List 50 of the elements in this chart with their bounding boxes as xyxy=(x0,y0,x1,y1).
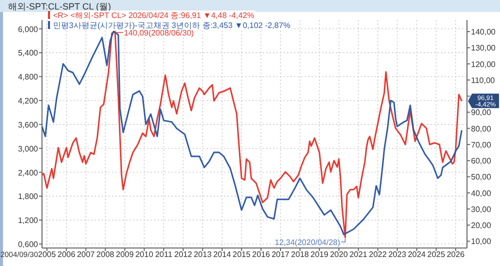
x-tick-label: 2023 xyxy=(388,250,407,259)
x-tick-label: 2006 xyxy=(58,250,76,259)
y-tick-label: 4,800 xyxy=(18,72,39,82)
y-tick-label: 1,200 xyxy=(18,216,39,226)
x-tick-label: 2024 xyxy=(408,250,426,259)
x-tick-label: 2018 xyxy=(291,250,310,259)
x-tick-label: 2025 xyxy=(427,250,446,259)
y2-tick-label: 110,00 xyxy=(471,76,496,85)
y-tick-label: 4,200 xyxy=(18,96,39,106)
y2-tick-label: 20,00 xyxy=(471,221,492,230)
x-tick-label: 2008 xyxy=(96,250,115,259)
y2-tick-label: 140,00 xyxy=(471,28,496,37)
y2-tick-label: 10,00 xyxy=(471,237,492,246)
x-tick-label: 2021 xyxy=(349,250,368,259)
y2-tick-label: 60,00 xyxy=(471,156,492,166)
x-tick-label: 2013 xyxy=(194,250,212,259)
x-tick-label: 2019 xyxy=(310,250,329,259)
x-tick-label: 2026 xyxy=(446,250,466,259)
y2-tick-label: 40,00 xyxy=(471,188,492,198)
x-tick-label: 2005 xyxy=(38,250,56,259)
y-tick-label: 5,400 xyxy=(18,48,39,58)
legend-label: <R> <해외-SPT CL> 2026/04/24 종:96,91 ▼4,48 -4,42% xyxy=(53,11,254,20)
x-tick-label: 2014 xyxy=(213,250,232,259)
x-tick-label: 2017 xyxy=(272,250,290,259)
x-tick-label: 2016 xyxy=(252,250,270,259)
y2-tick-label: 70,00 xyxy=(471,140,492,150)
x-tick-label: 2015 xyxy=(232,250,252,259)
y2-tick-label: 120,00 xyxy=(471,60,496,69)
y2-tick-label: 130,00 xyxy=(471,44,496,53)
annotation: 140,09(2008/06/30) xyxy=(124,28,194,38)
x-tick-label: 2012 xyxy=(174,250,193,259)
x-tick-label: 2011 xyxy=(155,250,173,259)
annotation: 12,34(2020/04/28) xyxy=(274,238,341,247)
x-tick-label: 2009 xyxy=(116,250,134,259)
y2-tick-label: 80,00 xyxy=(471,124,492,134)
x-tick-label: 2020 xyxy=(330,250,348,259)
x-tick-label: 2010 xyxy=(135,250,154,259)
legend-label: 민평3사평균(시가평가)-국고채권 3년이하 종:3,453 ▼0,102 -2,87% xyxy=(53,21,290,30)
x-tick-label: 2022 xyxy=(368,250,388,259)
y-tick-label: 3,000 xyxy=(18,144,39,154)
y-tick-label: 1,800 xyxy=(18,192,39,202)
y-tick-label: 6,000 xyxy=(18,24,39,34)
y-tick-label: 0,600 xyxy=(18,240,39,250)
y-tick-label: 3,600 xyxy=(18,120,39,130)
y2-tick-label: 30,00 xyxy=(471,204,492,214)
x-tick-label: 2007 xyxy=(76,250,96,259)
y2-tick-label: 90,00 xyxy=(471,108,492,118)
y2-tick-label: 50,00 xyxy=(471,172,492,182)
chart-title: 해외-SPT:CL-SPT CL (월) xyxy=(8,2,112,12)
y-tick-label: 2,400 xyxy=(18,168,39,178)
